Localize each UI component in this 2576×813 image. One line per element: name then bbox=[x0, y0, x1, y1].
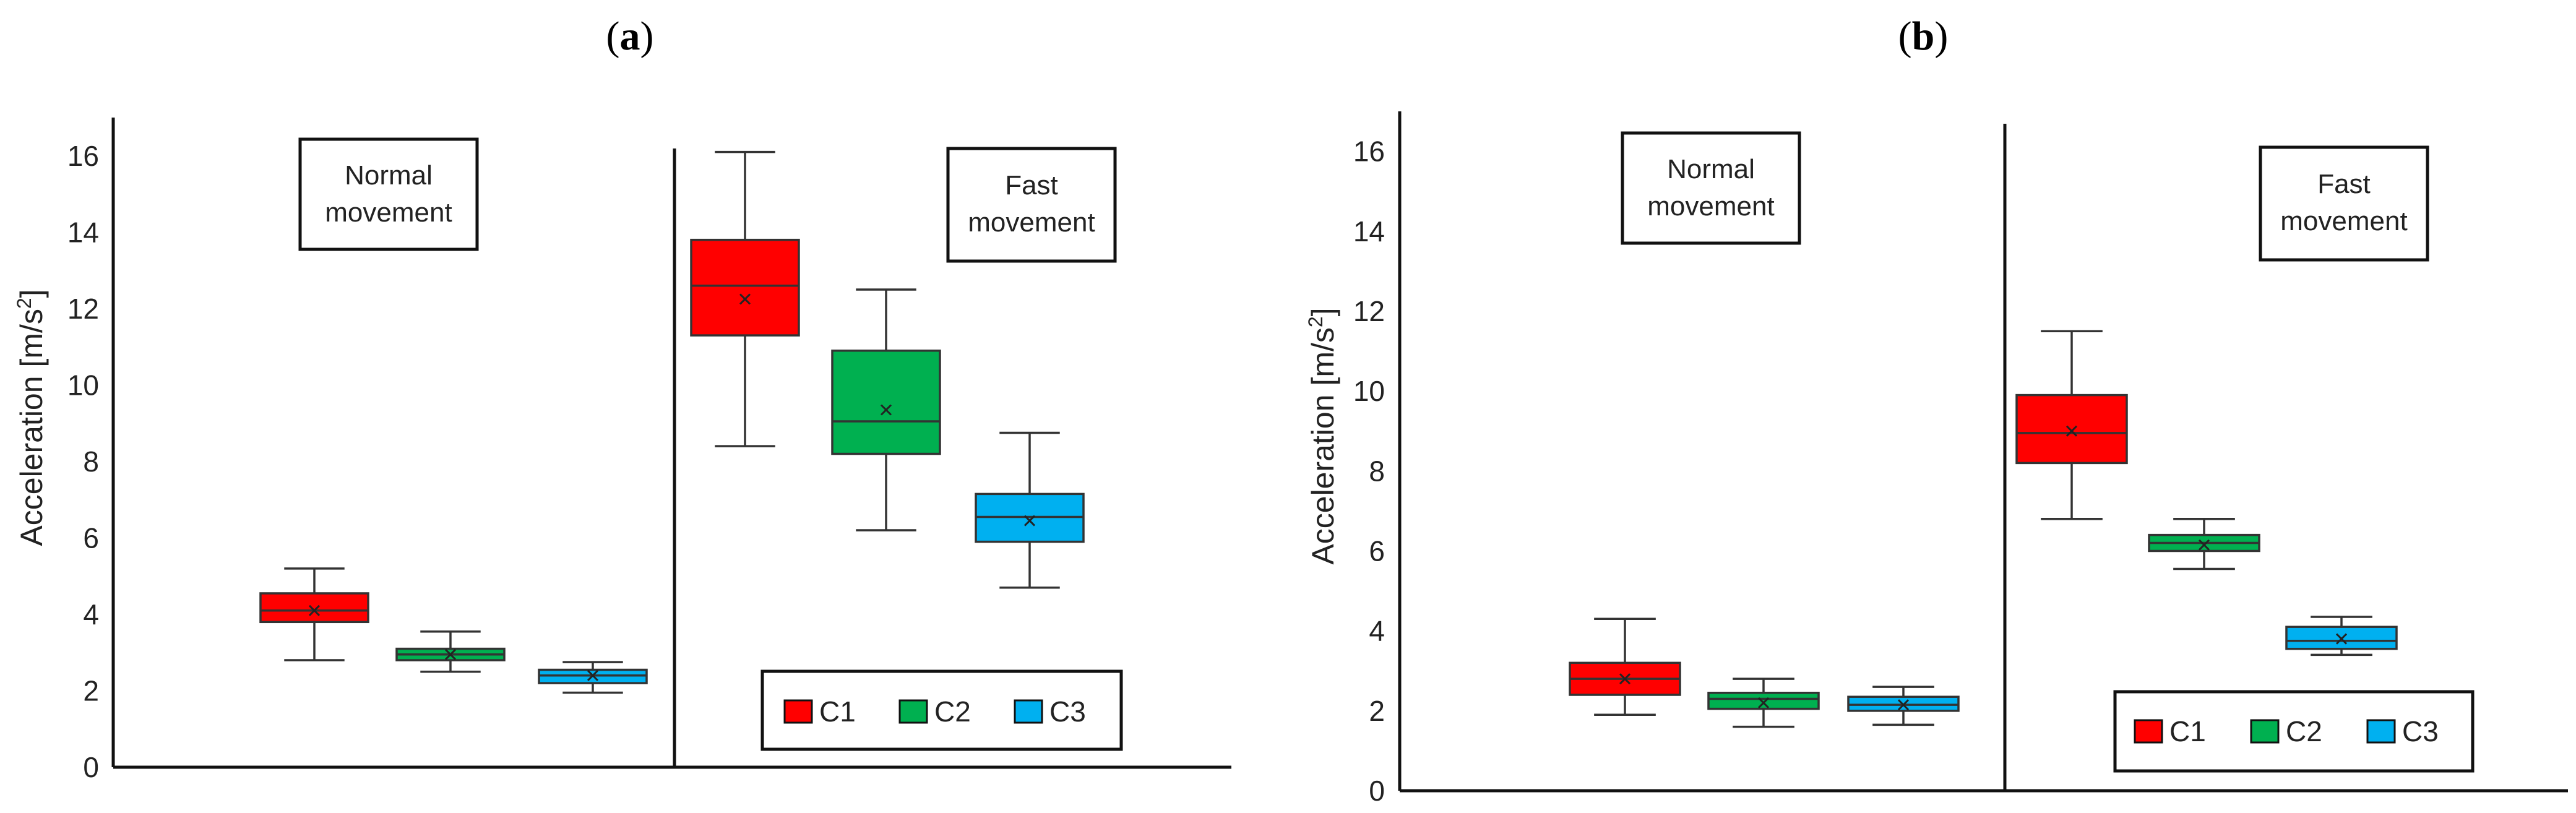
panel-b-c3-g1-mean-marker bbox=[1897, 699, 1910, 711]
panel-a: (a) Acceleration [m/s2] 0 2 4 6 8 10 12 14 16 No… bbox=[13, 14, 1231, 783]
panel-b-legend: C1 C2 C3 bbox=[2113, 690, 2475, 773]
panel-a-y-tick-label: 6 bbox=[83, 522, 99, 554]
panel-b-c1-g2-mean-marker bbox=[2066, 425, 2078, 437]
panel-b-y-tick-label: 16 bbox=[1353, 136, 1385, 168]
panel-b-legend-label-c2: C2 bbox=[2286, 715, 2322, 747]
panel-a-y-tick-label: 8 bbox=[83, 445, 99, 478]
panel-a-y-tick-label: 14 bbox=[67, 216, 99, 248]
panel-b-c2-g1-mean-marker bbox=[1757, 697, 1770, 708]
panel-a-label: (a) bbox=[606, 14, 654, 59]
panel-b-annotation-normal-line1: Normal bbox=[1667, 154, 1755, 184]
panel-a-annotation-fast-line1: Fast bbox=[1005, 170, 1058, 200]
panel-a-legend-swatch-c2 bbox=[898, 699, 928, 724]
panel-b-y-tick-label: 0 bbox=[1369, 775, 1385, 807]
panel-b-y-axis-label: Acceleration [m/s2] bbox=[1304, 308, 1340, 564]
panel-b-y-tick-label: 4 bbox=[1369, 615, 1385, 647]
panel-a-c1-g2-mean-marker bbox=[739, 293, 751, 305]
panel-a-legend-swatch-c1 bbox=[783, 699, 813, 724]
panel-b-y-tick-label: 12 bbox=[1353, 295, 1385, 327]
panel-b-legend-frame bbox=[2113, 690, 2475, 773]
panel-a-boxes bbox=[259, 150, 1085, 694]
panel-b-y-tick-label: 2 bbox=[1369, 695, 1385, 727]
panel-a-c3-g2-mean-marker bbox=[1023, 515, 1036, 527]
panel-a-annotation-fast: Fast movement bbox=[946, 147, 1117, 263]
panel-b-c2-g2-mean-marker bbox=[2198, 539, 2210, 551]
panel-a-legend: C1 C2 C3 bbox=[760, 669, 1123, 751]
panel-a-y-tick-label: 16 bbox=[67, 140, 99, 172]
panel-b-annotation-fast-box bbox=[2259, 145, 2429, 262]
panel-a-annotation-normal: Normal movement bbox=[298, 137, 479, 251]
panel-a-c2-g2-box bbox=[831, 350, 941, 455]
panel-a-legend-frame bbox=[760, 669, 1123, 751]
panel-b-legend-swatch-c1 bbox=[2134, 719, 2163, 744]
panel-b-annotation-normal: Normal movement bbox=[1621, 131, 1801, 245]
panel-b-annotation-fast-line2: movement bbox=[2280, 206, 2407, 236]
panel-b-c3-g2-mean-marker bbox=[2335, 633, 2348, 645]
panel-b-label: (b) bbox=[1898, 14, 1949, 59]
panel-a-annotation-normal-box bbox=[298, 137, 479, 251]
panel-b-y-tick-label: 8 bbox=[1369, 455, 1385, 487]
panel-b-c1-g1-mean-marker bbox=[1619, 673, 1631, 685]
panel-b-legend-label-c3: C3 bbox=[2402, 715, 2439, 747]
panel-a-c2-g1-mean-marker bbox=[444, 648, 457, 660]
panel-b-annotation-fast: Fast movement bbox=[2259, 145, 2429, 262]
panel-b-y-tick-label: 6 bbox=[1369, 535, 1385, 567]
panel-a-c1-g2-box bbox=[690, 238, 800, 337]
panel-b-legend-swatch-c3 bbox=[2366, 719, 2396, 744]
panel-b-y-tick-label: 10 bbox=[1353, 375, 1385, 407]
panel-a-y-tick-label: 0 bbox=[83, 751, 99, 783]
panel-b-legend-swatch-c2 bbox=[2250, 719, 2280, 744]
panel-a-y-ticks: 0 2 4 6 8 10 12 14 16 bbox=[67, 140, 99, 783]
panel-b-annotation-normal-line2: movement bbox=[1647, 191, 1774, 222]
panel-b-annotation-normal-box bbox=[1621, 131, 1801, 245]
panel-a-legend-label-c1: C1 bbox=[819, 695, 856, 728]
panel-b-boxes bbox=[1569, 330, 2398, 728]
panel-a-y-tick-label: 2 bbox=[83, 674, 99, 707]
panel-a-c2-g2-mean-marker bbox=[880, 404, 892, 416]
panel-a-y-tick-label: 10 bbox=[67, 369, 99, 401]
panel-a-y-tick-label: 4 bbox=[83, 598, 99, 630]
panel-a-annotation-normal-line1: Normal bbox=[345, 160, 433, 191]
panel-b-c2-g1-box bbox=[1707, 692, 1820, 710]
panel-a-legend-label-c3: C3 bbox=[1049, 695, 1086, 728]
panel-a-y-axis-label: Acceleration [m/s2] bbox=[13, 289, 49, 546]
panel-a-c1-g1-mean-marker bbox=[308, 604, 321, 616]
panel-a-annotation-fast-line2: movement bbox=[968, 207, 1095, 238]
panel-b: (b) Acceleration [m/s2] 0 2 4 6 8 10 12 14 16 No… bbox=[1304, 14, 2568, 807]
panel-a-legend-swatch-c3 bbox=[1014, 699, 1043, 724]
panel-a-c3-g1-mean-marker bbox=[587, 669, 599, 681]
panel-b-y-tick-label: 14 bbox=[1353, 215, 1385, 247]
panel-a-c1-g1-box bbox=[259, 592, 369, 624]
panel-a-y-tick-label: 12 bbox=[67, 293, 99, 325]
panel-a-annotation-normal-line2: movement bbox=[325, 197, 452, 228]
panel-a-annotation-fast-box bbox=[946, 147, 1117, 263]
panel-b-c1-g2-box bbox=[2015, 394, 2128, 465]
panel-a-legend-label-c2: C2 bbox=[934, 695, 971, 728]
panel-b-annotation-fast-line1: Fast bbox=[2317, 169, 2371, 199]
panel-b-legend-label-c1: C1 bbox=[2169, 715, 2206, 747]
panel-b-y-ticks: 0 2 4 6 8 10 12 14 16 bbox=[1353, 136, 1385, 807]
